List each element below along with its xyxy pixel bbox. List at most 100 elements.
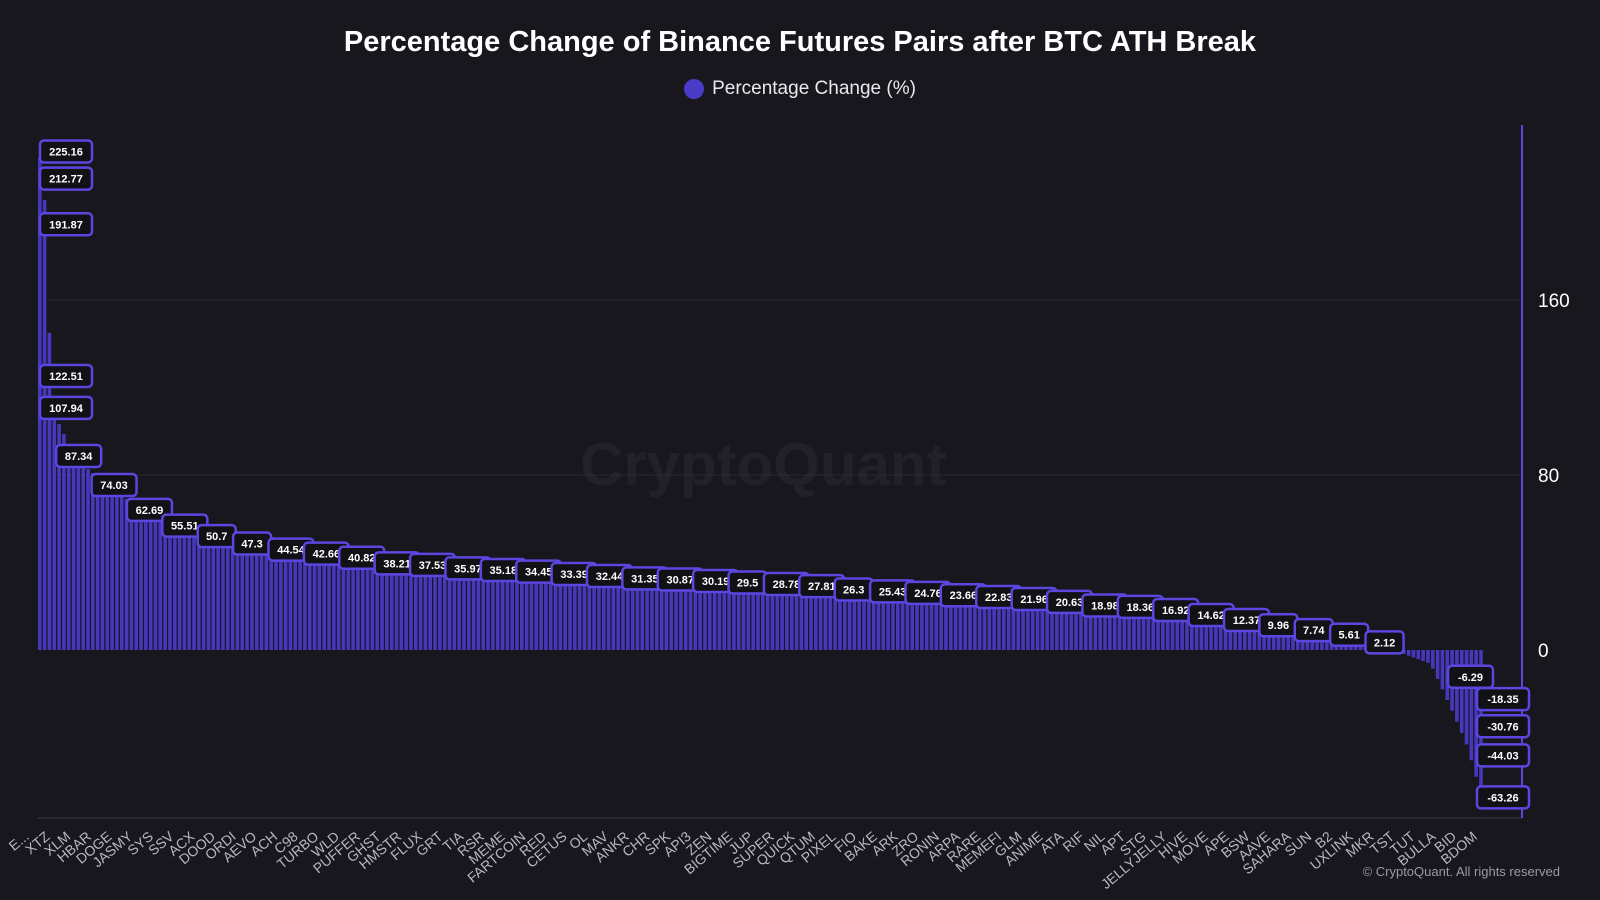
data-label: 87.34 [54, 443, 103, 469]
data-label-text: -44.03 [1487, 750, 1518, 762]
bar [303, 554, 307, 650]
bar [1045, 603, 1049, 650]
bar [182, 529, 187, 650]
bar [934, 596, 939, 650]
bar [481, 572, 486, 650]
legend[interactable]: Percentage Change (%) [0, 78, 1600, 100]
bar [1228, 621, 1233, 650]
bar [235, 543, 240, 650]
bar [298, 554, 302, 650]
bar [592, 578, 596, 650]
bar [62, 434, 66, 650]
bar [746, 585, 751, 650]
bar [876, 593, 881, 650]
bar [862, 593, 866, 650]
bar [187, 530, 192, 650]
bar [312, 555, 317, 650]
bar [211, 538, 216, 650]
bar [100, 480, 105, 650]
data-label-box [1475, 743, 1531, 768]
data-label-text: 35.97 [454, 563, 482, 575]
bar [1069, 605, 1074, 650]
data-label-text: -30.76 [1487, 721, 1518, 733]
bar [1194, 616, 1199, 650]
bar [707, 583, 712, 650]
bar [886, 594, 890, 650]
bar [1064, 605, 1069, 650]
legend-label: Percentage Change (%) [712, 78, 916, 99]
bar [939, 597, 943, 650]
bar [433, 568, 437, 650]
bar [1199, 617, 1204, 650]
bar [1093, 608, 1098, 650]
bar [119, 495, 124, 650]
bar [529, 574, 534, 650]
data-label-text: 34.45 [525, 567, 553, 579]
bar [466, 571, 471, 650]
bar [370, 563, 375, 650]
bar [1088, 607, 1093, 650]
data-label-text: 22.83 [985, 592, 1013, 604]
bar [225, 541, 230, 650]
bar [664, 582, 669, 650]
data-label-box [38, 395, 94, 421]
bar [413, 567, 418, 650]
bar [129, 502, 134, 650]
bar [356, 560, 360, 650]
bar [341, 559, 346, 650]
bar [1136, 610, 1141, 650]
data-label-box [1475, 686, 1531, 712]
bar [895, 594, 900, 650]
bar [948, 597, 953, 650]
bar [732, 584, 736, 650]
bar [1276, 628, 1281, 650]
bar [515, 573, 519, 650]
bar [577, 577, 582, 650]
data-label-text: 20.63 [1056, 597, 1084, 609]
bar [1430, 650, 1435, 669]
bar [1271, 628, 1276, 650]
data-label: 50.7 [196, 523, 237, 549]
bar [751, 585, 755, 650]
data-label-box [90, 472, 138, 498]
bar [491, 572, 495, 650]
bar [756, 586, 760, 650]
bar [606, 579, 611, 650]
data-label-text: 33.39 [560, 569, 588, 581]
bar [1016, 601, 1021, 650]
bar [809, 588, 813, 650]
bar [1185, 615, 1189, 650]
bar [799, 588, 804, 650]
bar [987, 599, 992, 650]
data-label-text: -63.26 [1487, 792, 1518, 804]
bar [1002, 600, 1006, 650]
data-label-text: 29.5 [737, 577, 758, 589]
bar [1291, 630, 1295, 650]
data-label-text: 30.19 [702, 576, 730, 588]
data-label-text: 25.43 [879, 586, 907, 598]
data-label-text: 44.54 [277, 545, 305, 557]
bar [544, 575, 548, 650]
bar [351, 560, 355, 650]
data-label-text: 7.74 [1303, 625, 1325, 637]
bar [891, 594, 895, 650]
bar [968, 598, 972, 650]
bar [924, 596, 929, 650]
bar [982, 599, 987, 650]
data-label-box [1475, 714, 1531, 739]
bar [1262, 626, 1266, 650]
bar [1006, 600, 1011, 650]
bar [288, 552, 293, 650]
bar [317, 556, 322, 650]
bar [804, 588, 808, 650]
data-label-text: 191.87 [49, 219, 83, 231]
bar [394, 566, 399, 650]
bar [500, 573, 505, 650]
bar [1161, 612, 1165, 650]
bar [823, 590, 828, 650]
data-label-text: 31.35 [631, 573, 659, 585]
bar [1156, 611, 1160, 650]
data-label-text: 42.66 [313, 549, 341, 561]
bar [495, 572, 500, 650]
bar [81, 465, 85, 650]
